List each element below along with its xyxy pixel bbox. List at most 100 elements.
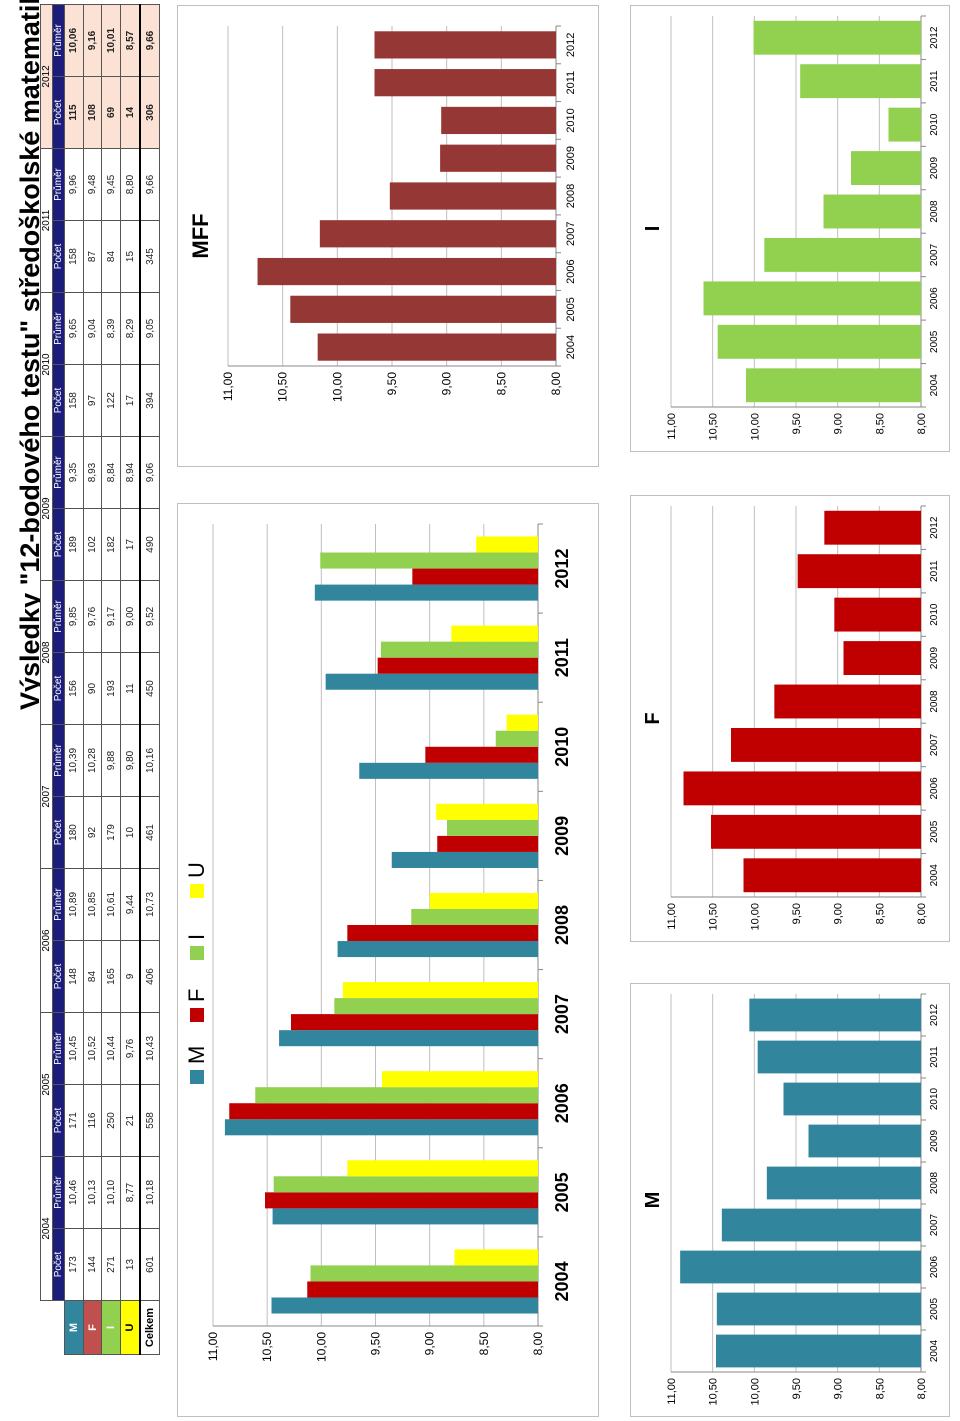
table-cell: 10,16	[140, 724, 160, 797]
table-cell: 17	[120, 508, 141, 581]
y-tick-label: 9,00	[423, 1332, 437, 1356]
table-cell: 10,10	[101, 1156, 121, 1229]
y-tick-label: 10,00	[330, 372, 344, 402]
table-cell: 69	[101, 76, 121, 149]
table-cell: 165	[101, 940, 121, 1013]
chart-m: 8,00 8,50 9,00 9,50 10,00 10,50 11,00 2004 2005 2…	[642, 993, 940, 1406]
bar	[347, 925, 538, 942]
year-header: 2009	[40, 436, 53, 581]
bar	[495, 730, 538, 747]
table-cell: 10,13	[83, 1156, 102, 1229]
y-tick-label: 11,00	[221, 372, 235, 401]
bar	[279, 1030, 538, 1047]
table-cell: 87	[83, 220, 102, 293]
chart-i-frame: 8,00 8,50 9,00 9,50 10,00 10,50 11,00 2004 2005 2…	[642, 15, 940, 441]
table-cell: 9,48	[83, 148, 102, 221]
table-cell: 10,28	[83, 724, 102, 797]
bar	[680, 1250, 921, 1284]
table-cell: 8,80	[120, 148, 141, 221]
table-cell: 9,44	[120, 868, 141, 941]
bar	[824, 510, 921, 545]
table-cell: 9,17	[101, 580, 121, 653]
table-cell: 10,52	[83, 1012, 102, 1085]
table-cell: 9,76	[120, 1012, 141, 1085]
x-tick-label: 2006	[929, 287, 940, 310]
chart-i: 8,00 8,50 9,00 9,50 10,00 10,50 11,00 2004 2005 2…	[642, 15, 940, 441]
column-subheader: Průměr	[52, 1012, 65, 1085]
table-cell: 108	[83, 76, 102, 149]
chart-i-box: 8,00 8,50 9,00 9,50 10,00 10,50 11,00 2004 2005 2…	[630, 5, 950, 452]
bar	[783, 1082, 921, 1116]
chart-combined-frame: 8,00 8,50 9,00 9,50 10,00 10,50 11,00 2004 2005 2…	[184, 523, 572, 1362]
legend-swatch	[190, 1070, 204, 1084]
y-tick-label: 9,00	[833, 413, 845, 434]
table-cell: 8,77	[120, 1156, 141, 1229]
bar	[272, 1208, 538, 1225]
table-cell: 9,80	[120, 724, 141, 797]
x-tick-label: 2008	[929, 690, 940, 713]
year-header: 2011	[40, 148, 53, 293]
table-cell: 558	[140, 1084, 160, 1157]
table-row: F 144 10,13 116 10,52 84 10,85 92 10,28 90 9,76 102…	[83, 4, 102, 1355]
bar	[317, 333, 556, 361]
table-cell: 9,04	[83, 292, 102, 365]
year-header: 2008	[40, 580, 53, 725]
table-row: I 271 10,10 250 10,44 165 10,61 179 9,88 193 9,17 1…	[101, 4, 121, 1355]
x-tick-label: 2006	[929, 1255, 940, 1278]
year-header: 2006	[40, 868, 53, 1013]
x-tick-label: 2005	[552, 1172, 572, 1212]
chart-f-frame: 8,00 8,50 9,00 9,50 10,00 10,50 11,00 2004 2005 2…	[642, 505, 940, 931]
table-cell: 102	[83, 508, 102, 581]
bar	[716, 1334, 921, 1368]
bar	[683, 771, 921, 806]
chart-f-box: 8,00 8,50 9,00 9,50 10,00 10,50 11,00 2004 2005 2…	[630, 495, 950, 942]
row-label: I	[101, 1300, 121, 1355]
legend-label: M	[184, 1046, 209, 1064]
y-tick-label: 9,00	[833, 903, 845, 924]
bar	[440, 144, 556, 172]
y-tick-label: 9,00	[440, 372, 454, 396]
column-subheader: Průměr	[52, 580, 65, 653]
table-cell: 17	[120, 364, 141, 437]
x-tick-label: 2008	[929, 1171, 940, 1194]
year-header: 2010	[40, 292, 53, 437]
table-cell: 601	[140, 1228, 160, 1301]
y-tick-label: 10,50	[708, 413, 720, 441]
table-cell: 9,16	[83, 4, 102, 77]
column-subheader: Průměr	[52, 1156, 65, 1229]
bar	[224, 1119, 539, 1136]
y-tick-label: 9,50	[791, 1378, 803, 1399]
column-subheader: Počet	[52, 76, 65, 149]
bar	[347, 1160, 538, 1177]
table-cell: 10,01	[101, 4, 121, 77]
y-tick-label: 10,00	[749, 1378, 761, 1406]
table-cell: 9,06	[140, 436, 160, 509]
bar	[380, 641, 538, 658]
y-tick-label: 9,50	[385, 372, 399, 396]
total-row: Celkem 601 10,18 558 10,43 406 10,73 461 10,16 45…	[140, 4, 160, 1355]
table-cell: 461	[140, 796, 160, 869]
y-tick-label: 8,00	[916, 903, 928, 924]
chart-combined: 8,00 8,50 9,00 9,50 10,00 10,50 11,00 2004 2005 2…	[184, 523, 572, 1362]
y-tick-label: 8,50	[477, 1332, 491, 1356]
y-tick-label: 10,50	[260, 1332, 274, 1362]
column-subheader: Průměr	[52, 868, 65, 941]
table-cell: 490	[140, 508, 160, 581]
column-subheader: Počet	[52, 1084, 65, 1157]
chart-m-box: 8,00 8,50 9,00 9,50 10,00 10,50 11,00 2004 2005 2…	[630, 983, 950, 1417]
bar	[454, 1249, 539, 1266]
bar	[271, 1297, 538, 1314]
bar	[411, 908, 538, 925]
bar	[374, 69, 556, 97]
table-cell: 10,39	[64, 724, 84, 797]
y-tick-label: 11,00	[206, 1332, 220, 1361]
bar	[711, 814, 921, 849]
column-subheader: Počet	[52, 220, 65, 293]
table-cell: 9,66	[140, 4, 160, 77]
table-cell: 173	[64, 1228, 84, 1301]
subheader-row: Počet Průměr Počet Průměr Počet Průměr Počet Pr…	[52, 4, 65, 1354]
table-cell: 8,39	[101, 292, 121, 365]
table-cell: 8,94	[120, 436, 141, 509]
y-tick-label: 9,50	[791, 413, 803, 434]
legend-swatch	[190, 884, 204, 898]
